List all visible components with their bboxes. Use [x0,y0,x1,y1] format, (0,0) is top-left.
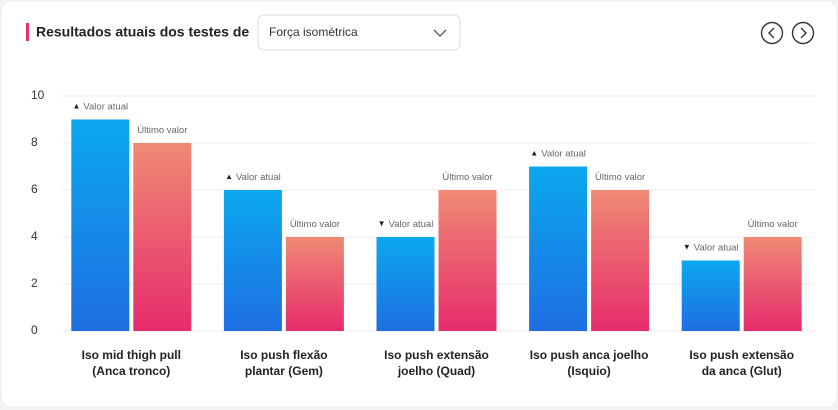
x-tick-label: Iso push anca joelho [530,348,649,362]
x-tick-label: Iso push extensão [384,348,489,362]
bar [591,190,650,331]
y-tick-label: 2 [31,276,38,290]
value-label-name: Último valor [137,125,187,136]
y-tick-label: 6 [31,182,38,196]
value-label: ▲ Valor atual [530,148,586,159]
bar [133,143,192,331]
value-label: ▼ Valor atual [683,242,739,253]
dropdown-box[interactable] [257,14,461,51]
bar [529,166,588,331]
value-label-marker: ▲ [225,172,233,181]
value-label-marker: ▼ [378,219,386,228]
value-label-name: Último valor [748,219,798,230]
x-tick-label: da anca (Glut) [702,364,782,378]
value-label-name: Último valor [442,172,492,183]
nav-next-arrow[interactable] [800,27,807,39]
x-tick-label: plantar (Gem) [245,364,323,378]
dropdown[interactable]: Força isométrica [257,14,461,51]
nav-prev-arrow[interactable] [768,27,775,39]
value-label: ▲ Valor atual [225,172,281,183]
value-label: Último valor [748,219,798,230]
value-label-marker: ▼ [683,243,691,252]
nav-prev-circle[interactable] [760,21,784,45]
value-label: Último valor [595,172,645,183]
value-label-name: Último valor [595,172,645,183]
x-tick-label: Iso mid thigh pull [82,348,181,362]
bar [376,237,435,331]
value-label: Último valor [442,172,492,183]
bar [743,237,802,331]
value-label-name: Valor atual [389,219,434,230]
bar [285,237,344,331]
bar [71,119,130,331]
value-label-name: Valor atual [236,172,281,183]
x-tick-label: joelho (Quad) [397,364,475,378]
bar [681,260,740,331]
y-tick-label: 0 [31,323,38,337]
x-tick-label: (Isquio) [567,364,610,378]
bar [223,190,282,331]
value-label-name: Valor atual [541,148,586,159]
value-label-name: Valor atual [83,101,128,112]
value-label-name: Valor atual [694,242,739,253]
nav-prev[interactable] [760,21,784,45]
dropdown-caret[interactable] [433,29,447,37]
value-label: ▼ Valor atual [378,219,434,230]
value-label: Último valor [290,219,340,230]
title: Resultados atuais dos testes de [36,24,249,40]
value-label-marker: ▲ [72,102,80,111]
bar [438,190,497,331]
nav-next-circle[interactable] [791,21,815,45]
value-label-name: Último valor [290,219,340,230]
y-tick-label: 8 [31,135,38,149]
x-tick-label: Iso push extensão [689,348,794,362]
x-tick-label: Iso push flexão [240,348,327,362]
dropdown-label[interactable]: Força isométrica [269,25,358,39]
value-label-marker: ▲ [530,149,538,158]
x-tick-label: (Anca tronco) [92,364,170,378]
title-accent [26,23,29,41]
y-tick-label: 10 [31,88,45,102]
value-label: Último valor [137,125,187,136]
y-tick-label: 4 [31,229,38,243]
nav-next[interactable] [791,21,815,45]
value-label: ▲ Valor atual [72,101,128,112]
